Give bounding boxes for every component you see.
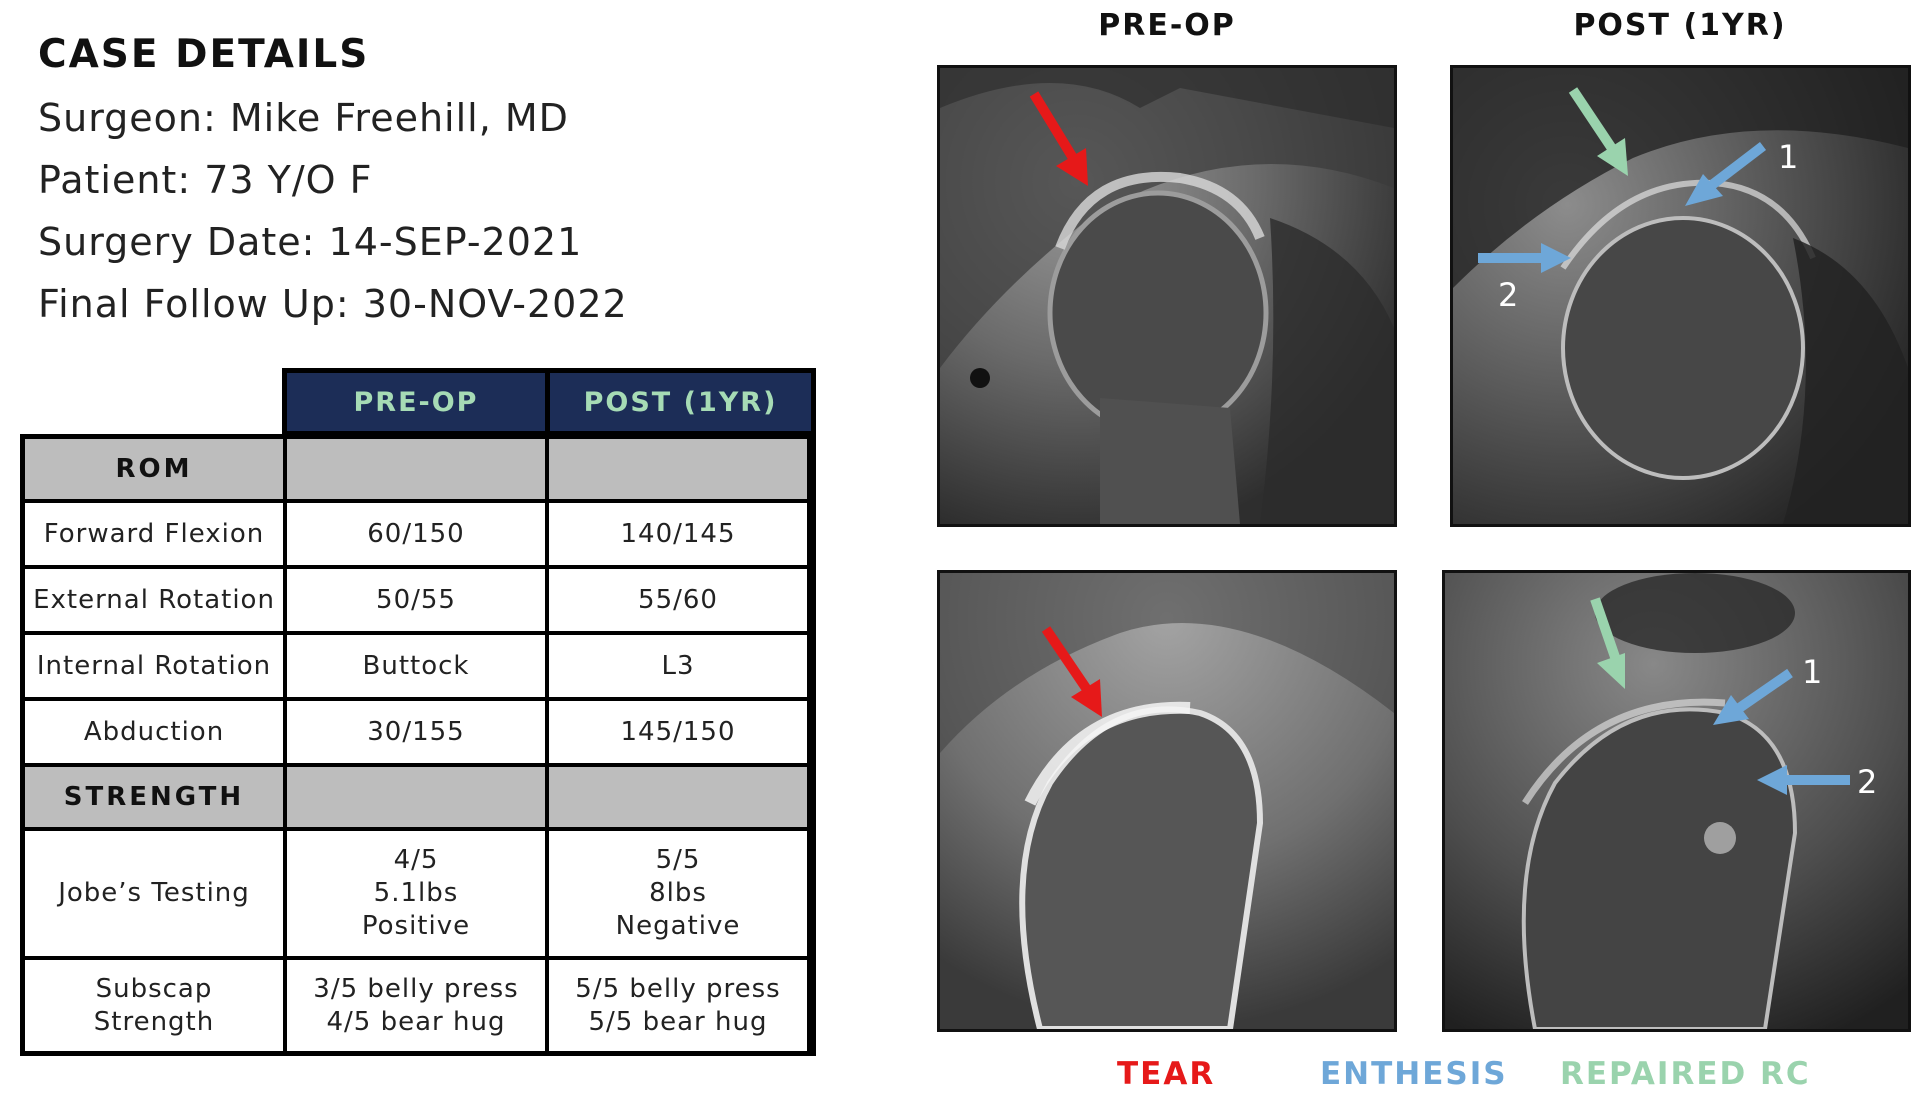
- enthesis-arrow-head-3: [1713, 695, 1749, 725]
- enthesis-arrow-head-4: [1757, 765, 1787, 795]
- follow-up-text: Final Follow Up: 30-NOV-2022: [38, 282, 628, 326]
- forward-flexion-post: 140/145: [549, 503, 807, 565]
- mri-post-coronal-graphic: 1 2: [1453, 68, 1908, 524]
- row-label-abduction: Abduction: [25, 701, 283, 763]
- repaired-arrow-shaft-2: [1590, 597, 1620, 659]
- mri-post-sagittal: 1 2: [1442, 570, 1911, 1032]
- tear-arrow-shaft-1: [1029, 91, 1078, 161]
- mri-pre-op-coronal: [937, 65, 1397, 527]
- tear-arrow-head-2: [1071, 679, 1102, 717]
- row-label-jobes-testing: Jobe’s Testing: [25, 831, 283, 956]
- abduction-post: 145/150: [549, 701, 807, 763]
- row-label-subscap-strength: Subscap Strength: [25, 960, 283, 1051]
- subscap-strength-pre: 3/5 belly press 4/5 bear hug: [287, 960, 545, 1051]
- enthesis-arrow-shaft-1: [1704, 142, 1767, 192]
- case-details-title: CASE DETAILS: [38, 32, 370, 77]
- jobes-testing-pre: 4/5 5.1lbs Positive: [287, 831, 545, 956]
- forward-flexion-pre: 60/150: [287, 503, 545, 565]
- marker-1-top: 1: [1778, 138, 1798, 176]
- jobes-testing-post: 5/5 8lbs Negative: [549, 831, 807, 956]
- mri-pre-op-sagittal-graphic: [940, 573, 1394, 1029]
- internal-rotation-post: L3: [549, 635, 807, 697]
- surgeon-text: Surgeon: Mike Freehill, MD: [38, 96, 569, 140]
- marker-1-bottom: 1: [1802, 653, 1822, 691]
- legend-tear: TEAR: [1117, 1056, 1216, 1092]
- enthesis-arrow-shaft-3: [1732, 668, 1793, 716]
- abduction-pre: 30/155: [287, 701, 545, 763]
- repaired-arrow-head-2: [1597, 653, 1625, 689]
- repaired-arrow-shaft-1: [1568, 87, 1618, 153]
- section-rom-post: [549, 439, 807, 499]
- subscap-strength-post: 5/5 belly press 5/5 bear hug: [549, 960, 807, 1051]
- tear-arrow-shaft-2: [1041, 626, 1093, 694]
- section-strength: STRENGTH: [25, 767, 283, 827]
- legend-repaired-rc: REPAIRED RC: [1560, 1056, 1811, 1092]
- mri-post-sagittal-graphic: 1 2: [1445, 573, 1908, 1029]
- external-rotation-post: 55/60: [549, 569, 807, 631]
- marker-2-top: 2: [1498, 276, 1518, 314]
- legend-enthesis: ENTHESIS: [1320, 1056, 1508, 1092]
- mri-post-coronal: 1 2: [1450, 65, 1911, 527]
- row-label-internal-rotation: Internal Rotation: [25, 635, 283, 697]
- external-rotation-pre: 50/55: [287, 569, 545, 631]
- repaired-arrow-head-1: [1597, 138, 1628, 176]
- mri-pre-op-sagittal: [937, 570, 1397, 1032]
- section-strength-post: [549, 767, 807, 827]
- section-rom: ROM: [25, 439, 283, 499]
- row-label-external-rotation: External Rotation: [25, 569, 283, 631]
- tear-arrow-head-1: [1056, 148, 1088, 186]
- images-heading-post: POST (1YR): [1573, 8, 1787, 43]
- internal-rotation-pre: Buttock: [287, 635, 545, 697]
- section-rom-pre: [287, 439, 545, 499]
- marker-2-bottom: 2: [1857, 763, 1877, 801]
- images-heading-pre-op: PRE-OP: [1098, 8, 1236, 43]
- enthesis-arrow-head-2: [1541, 243, 1571, 273]
- section-strength-pre: [287, 767, 545, 827]
- row-label-forward-flexion: Forward Flexion: [25, 503, 283, 565]
- enthesis-arrow-head-1: [1685, 174, 1723, 206]
- col-header-post: POST (1YR): [545, 368, 816, 436]
- mri-pre-op-coronal-graphic: [940, 68, 1394, 524]
- surgery-date-text: Surgery Date: 14-SEP-2021: [38, 220, 583, 264]
- col-header-pre-op: PRE-OP: [282, 368, 550, 436]
- patient-text: Patient: 73 Y/O F: [38, 158, 373, 202]
